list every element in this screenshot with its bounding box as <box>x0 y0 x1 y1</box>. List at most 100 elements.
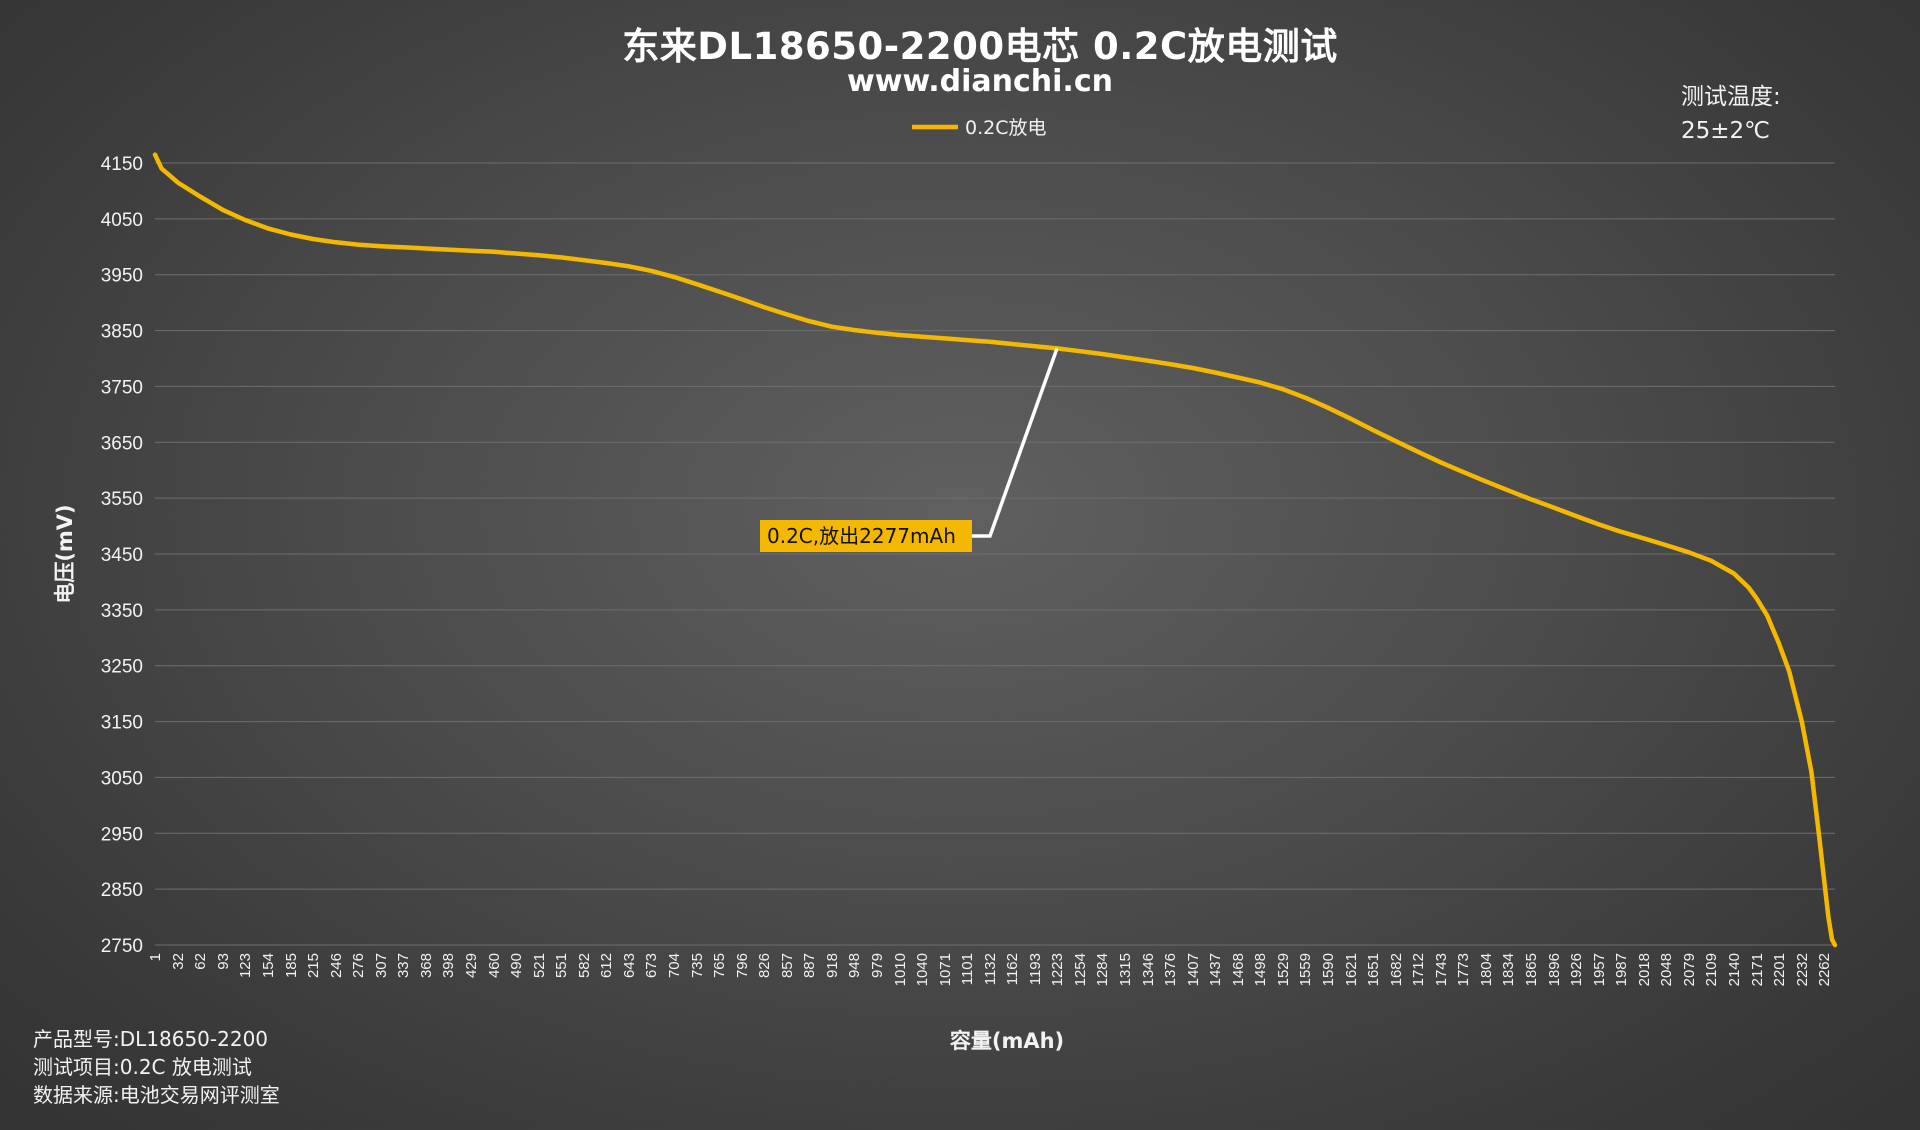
x-tick-label: 1 <box>147 953 164 961</box>
x-tick-label: 521 <box>531 953 548 978</box>
data-source: 数据来源:电池交易网评测室 <box>33 1083 280 1107</box>
x-tick-label: 1651 <box>1365 953 1382 986</box>
x-tick-label: 490 <box>508 953 525 978</box>
y-tick-label: 3750 <box>101 377 143 398</box>
x-tick-label: 1193 <box>1027 953 1044 985</box>
annotation: 0.2C,放出2277mAh <box>760 347 1059 552</box>
x-tick-label: 1834 <box>1500 953 1517 986</box>
y-tick-label: 2850 <box>101 880 143 901</box>
grid-lines <box>155 162 1835 946</box>
x-tick-label: 704 <box>666 953 683 978</box>
x-tick-label: 1712 <box>1410 953 1427 986</box>
x-tick-label: 979 <box>869 953 886 978</box>
x-tick-label: 1162 <box>1004 953 1021 985</box>
x-tick-label: 1682 <box>1388 953 1405 986</box>
y-axis-title: 电压(mV) <box>53 504 77 603</box>
x-tick-label: 1010 <box>892 953 909 986</box>
x-tick-label: 1223 <box>1049 953 1066 986</box>
x-tick-label: 673 <box>643 953 660 978</box>
x-tick-label: 1957 <box>1591 953 1608 986</box>
series-line <box>152 152 1838 948</box>
x-tick-label: 2109 <box>1703 953 1720 986</box>
x-tick-label: 1315 <box>1117 953 1134 986</box>
annotation-label: 0.2C,放出2277mAh <box>767 524 956 548</box>
y-tick-label: 3150 <box>101 713 143 734</box>
x-tick-label: 643 <box>621 953 638 978</box>
y-tick-label: 3450 <box>101 545 143 566</box>
x-tick-label: 246 <box>328 953 345 978</box>
x-tick-label: 398 <box>440 953 457 978</box>
x-tick-label: 948 <box>846 953 863 978</box>
x-tick-label: 1071 <box>937 953 954 986</box>
x-tick-label: 1376 <box>1162 953 1179 986</box>
test-temperature-value: 25±2℃ <box>1681 118 1771 144</box>
x-tick-label: 735 <box>689 953 706 978</box>
x-tick-label: 796 <box>734 953 751 978</box>
y-tick-label: 3950 <box>101 266 143 287</box>
x-tick-label: 1590 <box>1320 953 1337 986</box>
x-tick-label: 1040 <box>914 953 931 986</box>
series-layer <box>152 152 1838 948</box>
x-tick-label: 276 <box>350 953 367 978</box>
y-axis-ticks: 4150 4050 3950 3850 3750 3650 3550 3450 3350 3250… <box>101 154 143 957</box>
y-tick-label: 3350 <box>101 601 143 622</box>
x-tick-label: 337 <box>395 953 412 978</box>
x-tick-label: 1498 <box>1252 953 1269 986</box>
test-temperature-label: 测试温度: <box>1681 84 1781 110</box>
chart-title: 东来DL18650-2200电芯 0.2C放电测试 <box>622 25 1338 68</box>
x-tick-label: 612 <box>598 953 615 978</box>
x-tick-label: 307 <box>373 953 390 978</box>
x-tick-label: 2140 <box>1726 953 1743 986</box>
y-tick-label: 2950 <box>101 824 143 845</box>
y-tick-label: 4050 <box>101 210 143 231</box>
y-tick-label: 4150 <box>101 154 143 175</box>
x-tick-label: 857 <box>779 953 796 978</box>
x-tick-label: 1865 <box>1523 953 1540 986</box>
y-tick-label: 2750 <box>101 936 143 957</box>
x-tick-label: 2262 <box>1816 953 1833 986</box>
x-tick-label: 154 <box>260 953 277 978</box>
x-tick-label: 2018 <box>1636 953 1653 986</box>
x-tick-label: 2201 <box>1771 953 1788 986</box>
x-tick-label: 62 <box>192 953 209 970</box>
x-tick-label: 215 <box>305 953 322 978</box>
x-tick-label: 1346 <box>1140 953 1157 986</box>
x-tick-label: 1559 <box>1297 953 1314 986</box>
x-tick-label: 582 <box>576 953 593 978</box>
x-tick-label: 1254 <box>1072 953 1089 986</box>
x-tick-label: 1896 <box>1546 953 1563 986</box>
x-tick-label: 185 <box>283 953 300 978</box>
x-tick-label: 887 <box>801 953 818 978</box>
x-tick-label: 460 <box>486 953 503 978</box>
x-tick-label: 1804 <box>1478 953 1495 986</box>
legend-label: 0.2C放电 <box>965 117 1046 139</box>
legend: 0.2C放电 <box>912 117 1046 139</box>
x-tick-label: 2171 <box>1749 953 1766 986</box>
x-tick-label: 918 <box>824 953 841 978</box>
x-tick-label: 1407 <box>1185 953 1202 986</box>
x-tick-label: 1926 <box>1568 953 1585 986</box>
x-tick-label: 1529 <box>1275 953 1292 986</box>
x-tick-label: 1743 <box>1433 953 1450 986</box>
test-temperature: 测试温度: 25±2℃ <box>1681 80 1781 148</box>
x-tick-label: 765 <box>711 953 728 978</box>
x-tick-label: 1101 <box>959 953 976 985</box>
x-tick-label: 1773 <box>1455 953 1472 986</box>
test-item: 测试项目:0.2C 放电测试 <box>33 1055 252 1079</box>
footer-info: 产品型号:DL18650-2200 测试项目:0.2C 放电测试 数据来源:电池… <box>33 1025 280 1109</box>
x-axis-title: 容量(mAh) <box>950 1029 1064 1053</box>
x-tick-label: 1437 <box>1207 953 1224 986</box>
annotation-leader-line <box>972 347 1059 538</box>
x-tick-label: 551 <box>553 953 570 978</box>
y-tick-label: 3850 <box>101 322 143 343</box>
y-tick-label: 3250 <box>101 657 143 678</box>
annotation-box <box>760 520 972 552</box>
x-tick-label: 2079 <box>1681 953 1698 986</box>
chart-subtitle: www.dianchi.cn <box>847 64 1113 99</box>
x-tick-label: 1987 <box>1613 953 1630 986</box>
x-tick-label: 1284 <box>1094 953 1111 986</box>
x-tick-label: 1621 <box>1343 953 1360 986</box>
x-tick-label: 826 <box>756 953 773 978</box>
x-tick-label: 123 <box>237 953 254 978</box>
